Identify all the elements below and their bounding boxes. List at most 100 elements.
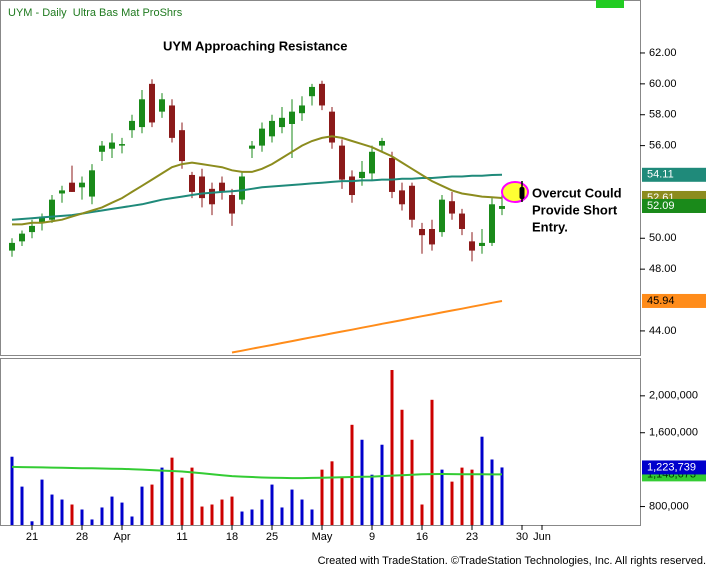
last-value-box	[642, 167, 706, 182]
volume-bar	[490, 459, 494, 525]
candle-body	[269, 120, 275, 137]
volume-bar	[390, 369, 394, 525]
volume-bar	[300, 499, 304, 525]
volume-bar	[150, 484, 154, 525]
volume-bar	[420, 504, 424, 525]
volume-bar	[360, 439, 364, 525]
candle-body	[219, 182, 225, 192]
moving-average	[231, 300, 503, 354]
moving-average	[11, 465, 502, 480]
candle-body	[299, 105, 305, 114]
volume-bar	[350, 424, 354, 525]
candle-body	[329, 111, 335, 143]
candle-body	[159, 99, 165, 112]
y-tick-label: 2,000,000	[649, 390, 698, 402]
candle-body	[349, 176, 355, 196]
volume-bar	[500, 467, 504, 525]
candle-body	[179, 130, 185, 162]
x-tick-label: 21	[26, 531, 38, 543]
candle-body	[79, 182, 85, 188]
candle-body	[439, 199, 445, 233]
candle-body	[119, 144, 125, 146]
candle-body	[19, 233, 25, 242]
volume-bar	[170, 457, 174, 525]
candle-body	[59, 190, 65, 194]
volume-bar	[400, 409, 404, 525]
y-tick-label: 56.00	[649, 140, 677, 152]
annotation: Provide Short	[532, 202, 618, 217]
candle-body	[249, 145, 255, 149]
candle-body	[309, 86, 315, 97]
volume-bar	[370, 474, 374, 525]
candle-body	[189, 174, 195, 192]
volume-bar	[10, 456, 14, 525]
last-value-box	[642, 460, 706, 475]
volume-bar	[220, 499, 224, 525]
volume-bar	[280, 507, 284, 525]
candle-body	[129, 120, 135, 131]
volume-bar	[110, 496, 114, 525]
candle-body	[149, 83, 155, 123]
x-tick-label: Jun	[533, 531, 551, 543]
y-tick-label: 1,600,000	[649, 427, 698, 439]
volume-bar	[70, 504, 74, 525]
candle-body	[499, 205, 505, 209]
footer: Created with TradeStation. ©TradeStation…	[318, 555, 706, 567]
volume-bar	[250, 509, 254, 525]
candle-body	[419, 228, 425, 236]
volume-bar	[20, 486, 24, 525]
candle-body	[279, 117, 285, 128]
volume-bar	[260, 499, 264, 525]
last-value-label: 45.94	[647, 295, 675, 307]
candle-body	[69, 182, 75, 192]
moving-average	[11, 173, 503, 221]
volume-bar	[270, 484, 274, 525]
candle-body	[449, 201, 455, 214]
candle-body	[209, 188, 215, 205]
volume-bar	[240, 511, 244, 525]
candle-body	[229, 195, 235, 214]
candle-body	[319, 83, 325, 106]
marker	[519, 187, 525, 199]
candle-body	[399, 190, 405, 205]
status-indicator	[596, 0, 624, 8]
candle-body	[9, 242, 15, 251]
volume-bar	[120, 502, 124, 525]
volume-bar	[340, 477, 344, 525]
x-tick-label: May	[312, 531, 333, 543]
x-tick-label: 30	[516, 531, 528, 543]
candle-body	[99, 145, 105, 152]
x-tick-label: 18	[226, 531, 238, 543]
candle-body	[459, 213, 465, 229]
y-tick-label: 50.00	[649, 232, 677, 244]
last-value-label: 54.11	[647, 169, 674, 181]
volume-bar	[210, 504, 214, 525]
y-tick-label: 44.00	[649, 325, 677, 337]
candle-body	[429, 228, 435, 245]
x-tick-label: 28	[76, 531, 88, 543]
candle-body	[289, 111, 295, 124]
candle-body	[199, 176, 205, 199]
volume-bar	[380, 444, 384, 525]
volume-bar	[100, 507, 104, 525]
volume-bar	[460, 467, 464, 525]
annotation: Entry.	[532, 219, 568, 234]
candle-body	[49, 199, 55, 220]
volume-bar	[190, 467, 194, 525]
moving-average	[12, 135, 503, 226]
candle-body	[339, 145, 345, 180]
volume-bar	[160, 467, 164, 525]
x-tick-label: 16	[416, 531, 428, 543]
volume-bar	[200, 506, 204, 525]
y-tick-label: 800,000	[649, 500, 689, 512]
candle-body	[109, 142, 115, 149]
candle-body	[239, 176, 245, 200]
volume-bar	[60, 499, 64, 525]
volume-bar	[40, 479, 44, 525]
volume-bar	[310, 509, 314, 525]
chart-title: UYM - Daily Ultra Bas Mat ProShrs	[8, 7, 183, 19]
last-value-label: 1,223,739	[647, 461, 696, 473]
volume-bar	[440, 469, 444, 525]
annotation: UYM Approaching Resistance	[163, 38, 347, 53]
